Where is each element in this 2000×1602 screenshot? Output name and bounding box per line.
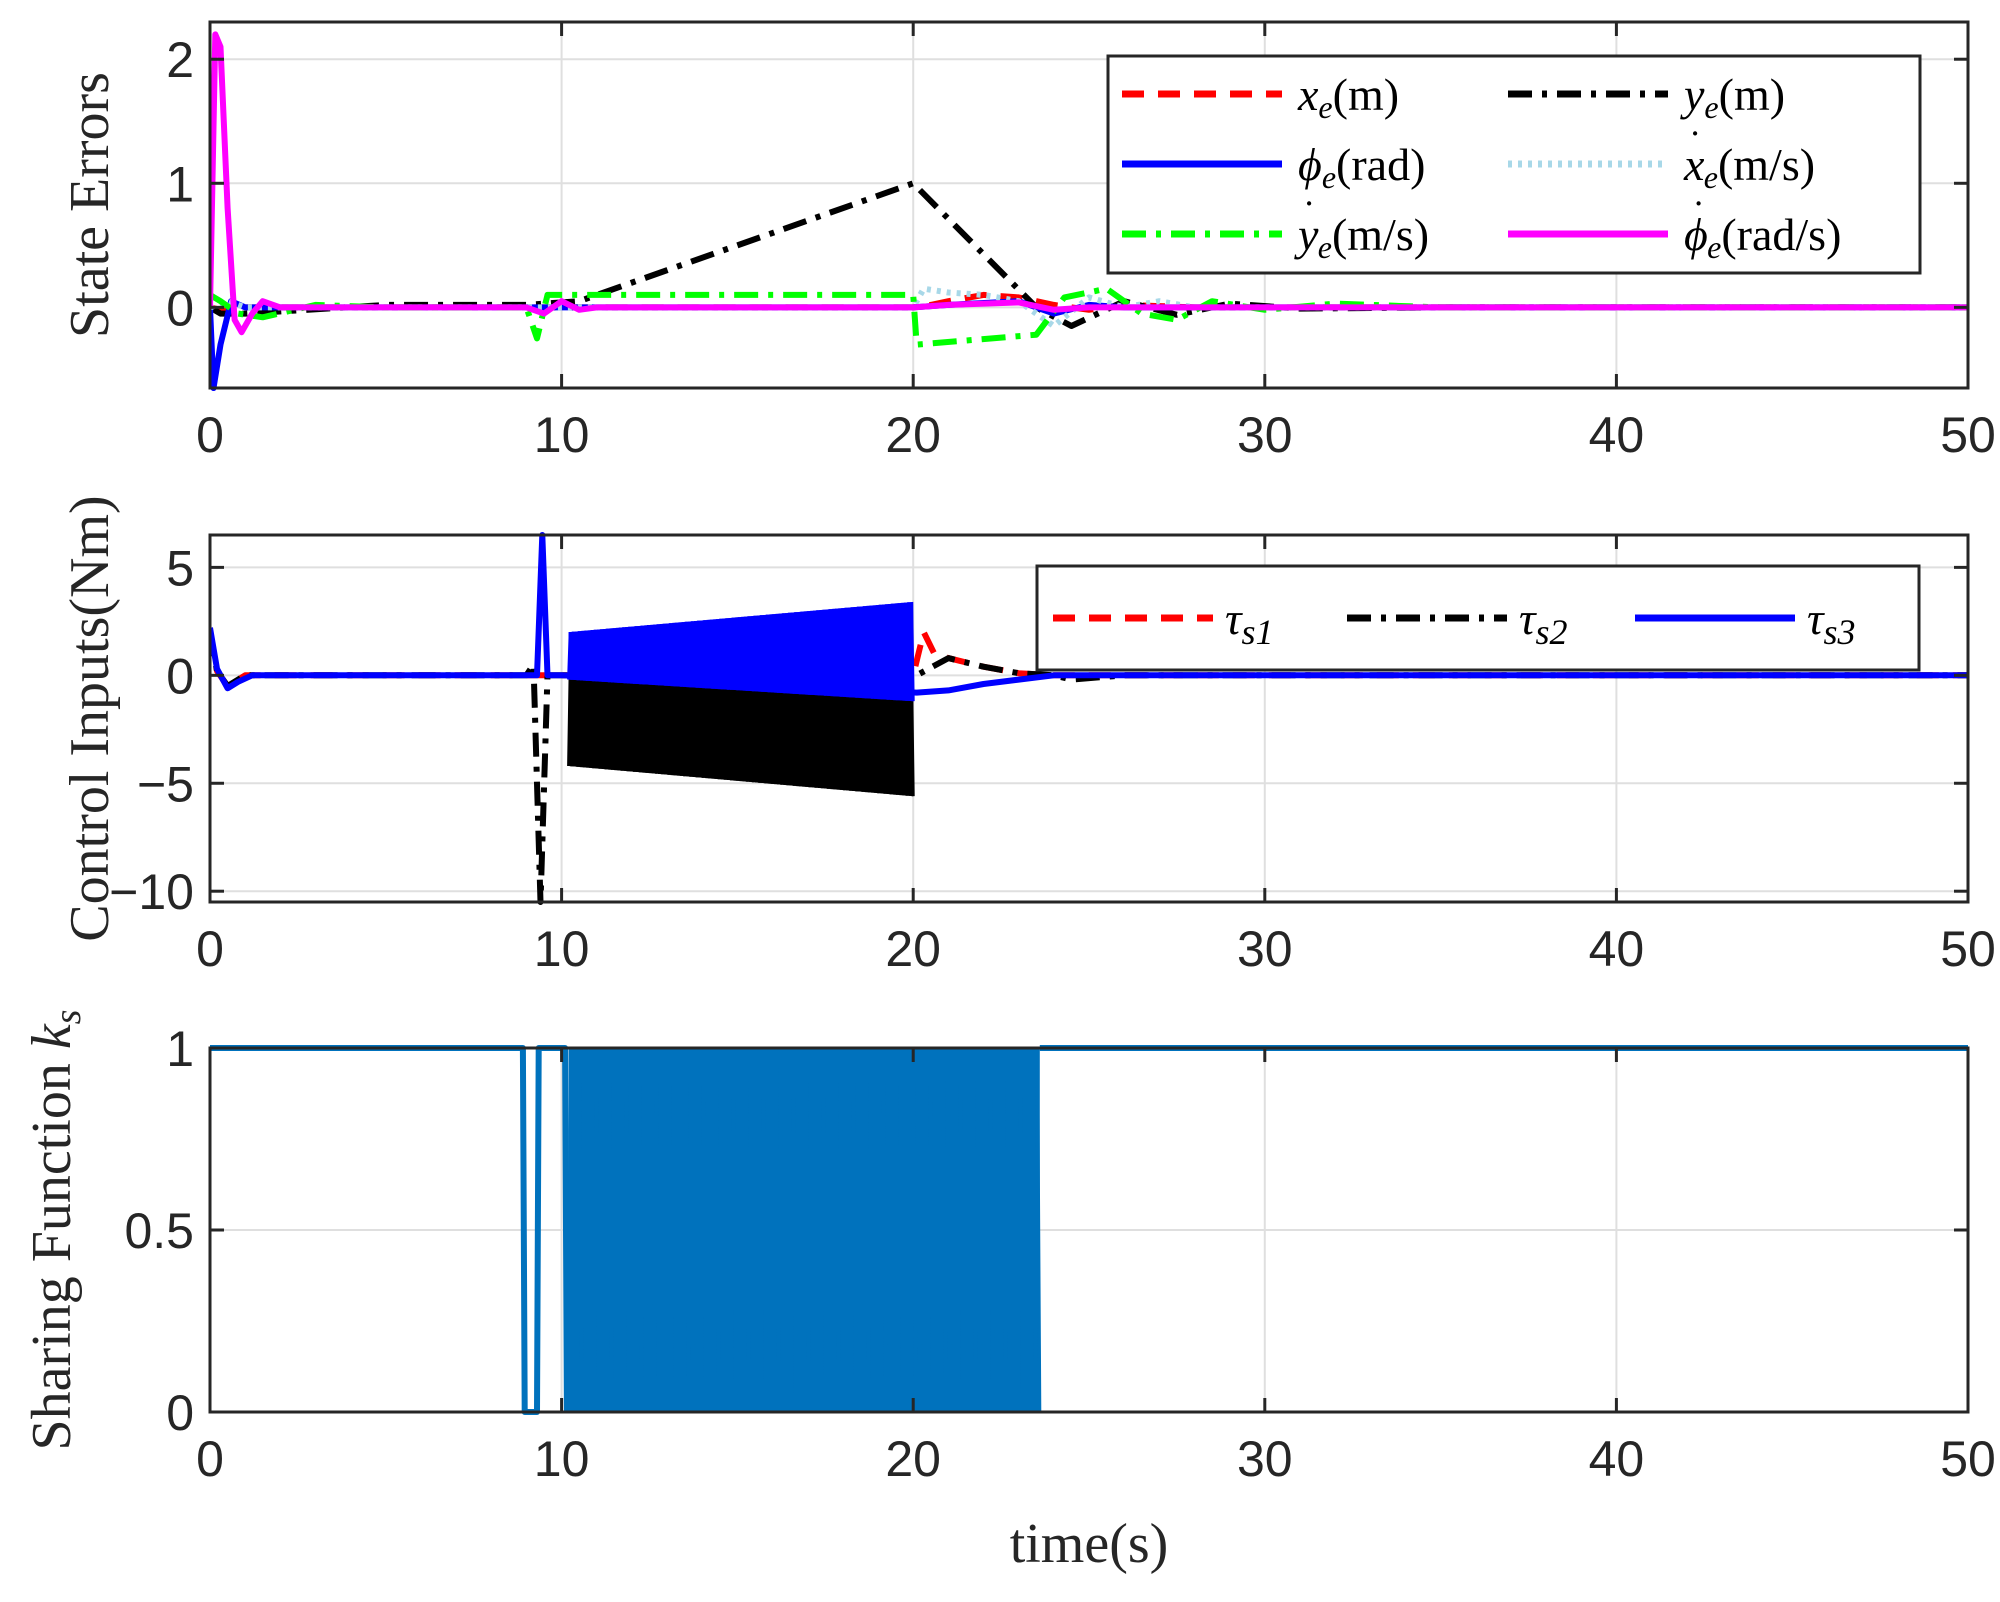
y-tick-label: 1 [166,156,194,212]
legend-label: ϕ˙e(rad/s) [1684,192,1841,265]
legend-item: τs2 [1347,593,1567,652]
control-inputs-panel: 0 10 20 30 40 50 −10 −5 0 5 Control Inputs(Nm) τs1 τ… [59,495,1996,977]
y-tick-label: −5 [137,756,194,812]
y-tick-label: 0 [166,1385,194,1441]
x-tick-label: 10 [534,921,590,977]
series-line [210,31,1968,336]
y-axis-label: State Errors [59,72,121,338]
x-tick-label: 30 [1237,921,1293,977]
y-tick-label: 2 [166,32,194,88]
y-tick-label: 0 [166,280,194,336]
series-1-2 [210,532,1968,702]
axes-frame [208,533,1970,904]
series-line [210,298,1968,391]
x-tick-label: 20 [885,407,941,463]
y-tick-label: 5 [166,540,194,596]
x-axis-label: time(s) [1010,1513,1169,1575]
x-tick-label: 50 [1940,407,1996,463]
legend-item: xe(m) [1122,69,1399,125]
legend-label: ye(m) [1680,69,1785,125]
legend-item: x˙e(m/s) [1508,122,1815,195]
x-tick-label: 10 [534,407,590,463]
legend-item: y˙e(m/s) [1122,192,1429,265]
legend-label: y˙e(m/s) [1294,192,1429,265]
state-errors-panel: 0 10 20 30 40 50 0 1 2 State Errors xe(m) ye(m) ϕe(r… [59,20,1996,463]
x-tick-label: 20 [885,1431,941,1487]
legend-item: ϕ˙e(rad/s) [1508,192,1841,265]
oscillation-trace [567,602,915,702]
x-tick-label: 50 [1940,921,1996,977]
legend-label: τs1 [1225,593,1273,652]
legend-item: ye(m) [1508,69,1785,125]
y-tick-label: 0 [166,648,194,704]
x-tick-label: 30 [1237,1431,1293,1487]
legend-label: τs2 [1519,593,1567,652]
x-tick-label: 0 [196,921,224,977]
sharing-function-panel: 0 10 20 30 40 50 0 0.5 1 Sharing Function ks time(… [21,1010,1996,1575]
x-tick-label: 40 [1589,921,1645,977]
x-tick-label: 40 [1589,1431,1645,1487]
series-0-5 [210,31,1968,336]
legend-item: τs3 [1635,593,1855,652]
x-tick-label: 0 [196,1431,224,1487]
legend-label: x˙e(m/s) [1683,122,1815,195]
x-tick-label: 20 [885,921,941,977]
series-line [210,532,1968,696]
y-tick-label: −10 [109,864,194,920]
legend-label: τs3 [1807,593,1855,652]
legend-item: τs1 [1053,593,1273,652]
x-tick-label: 30 [1237,407,1293,463]
x-tick-label: 40 [1589,407,1645,463]
legend-label: xe(m) [1297,69,1399,125]
x-tick-label: 50 [1940,1431,1996,1487]
oscillation-trace [567,668,915,797]
y-tick-label: 1 [166,1021,194,1077]
legend-box [1035,564,1921,672]
y-axis-label: Control Inputs(Nm) [59,495,121,941]
x-tick-label: 0 [196,407,224,463]
legend-item: ϕe(rad) [1122,139,1425,195]
y-tick-label: 0.5 [124,1203,194,1259]
y-axis-label: Sharing Function ks [21,1010,89,1451]
legend-label: ϕe(rad) [1298,139,1425,195]
series-0-2 [210,298,1968,391]
x-tick-label: 10 [534,1431,590,1487]
axes-frame [208,20,1970,390]
